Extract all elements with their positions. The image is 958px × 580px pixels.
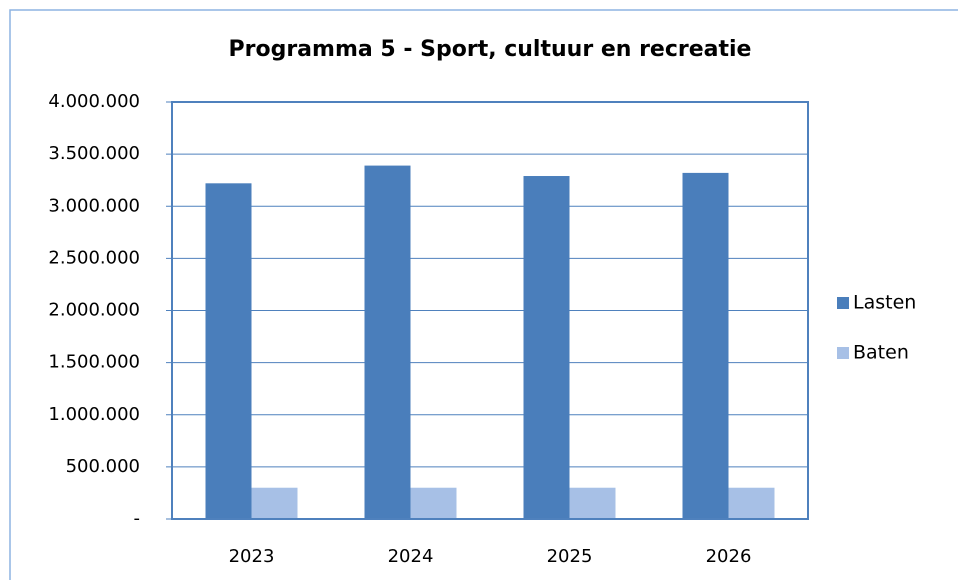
bar [364, 165, 411, 519]
y-tick-label: 2.500.000 [48, 247, 140, 268]
chart-border [9, 9, 958, 580]
legend-label: Lasten [853, 292, 916, 314]
y-tick-label: 3.000.000 [48, 195, 140, 216]
bar [251, 487, 298, 519]
bar [728, 487, 775, 519]
plot-frame [171, 101, 809, 520]
y-tick-label: 3.500.000 [48, 143, 140, 164]
x-tick-label: 2024 [388, 546, 434, 567]
y-tick-label: 500.000 [66, 456, 140, 477]
x-tick-label: 2023 [229, 546, 275, 567]
bar [682, 172, 729, 519]
x-tick-label: 2026 [706, 546, 752, 567]
legend-swatch [837, 297, 849, 309]
legend-swatch [837, 347, 849, 359]
y-tick-label: 4.000.000 [48, 91, 140, 112]
legend-label: Baten [853, 342, 909, 364]
y-tick-label: 1.500.000 [48, 352, 140, 373]
bar [410, 487, 457, 519]
bar [205, 183, 252, 519]
bar [523, 176, 570, 519]
bar [569, 487, 616, 519]
chart-title: Programma 5 - Sport, cultuur en recreati… [229, 37, 752, 62]
x-tick-label: 2025 [547, 546, 593, 567]
y-tick-label: - [134, 508, 141, 529]
y-tick-label: 1.000.000 [48, 404, 140, 425]
y-tick-label: 2.000.000 [48, 300, 140, 321]
